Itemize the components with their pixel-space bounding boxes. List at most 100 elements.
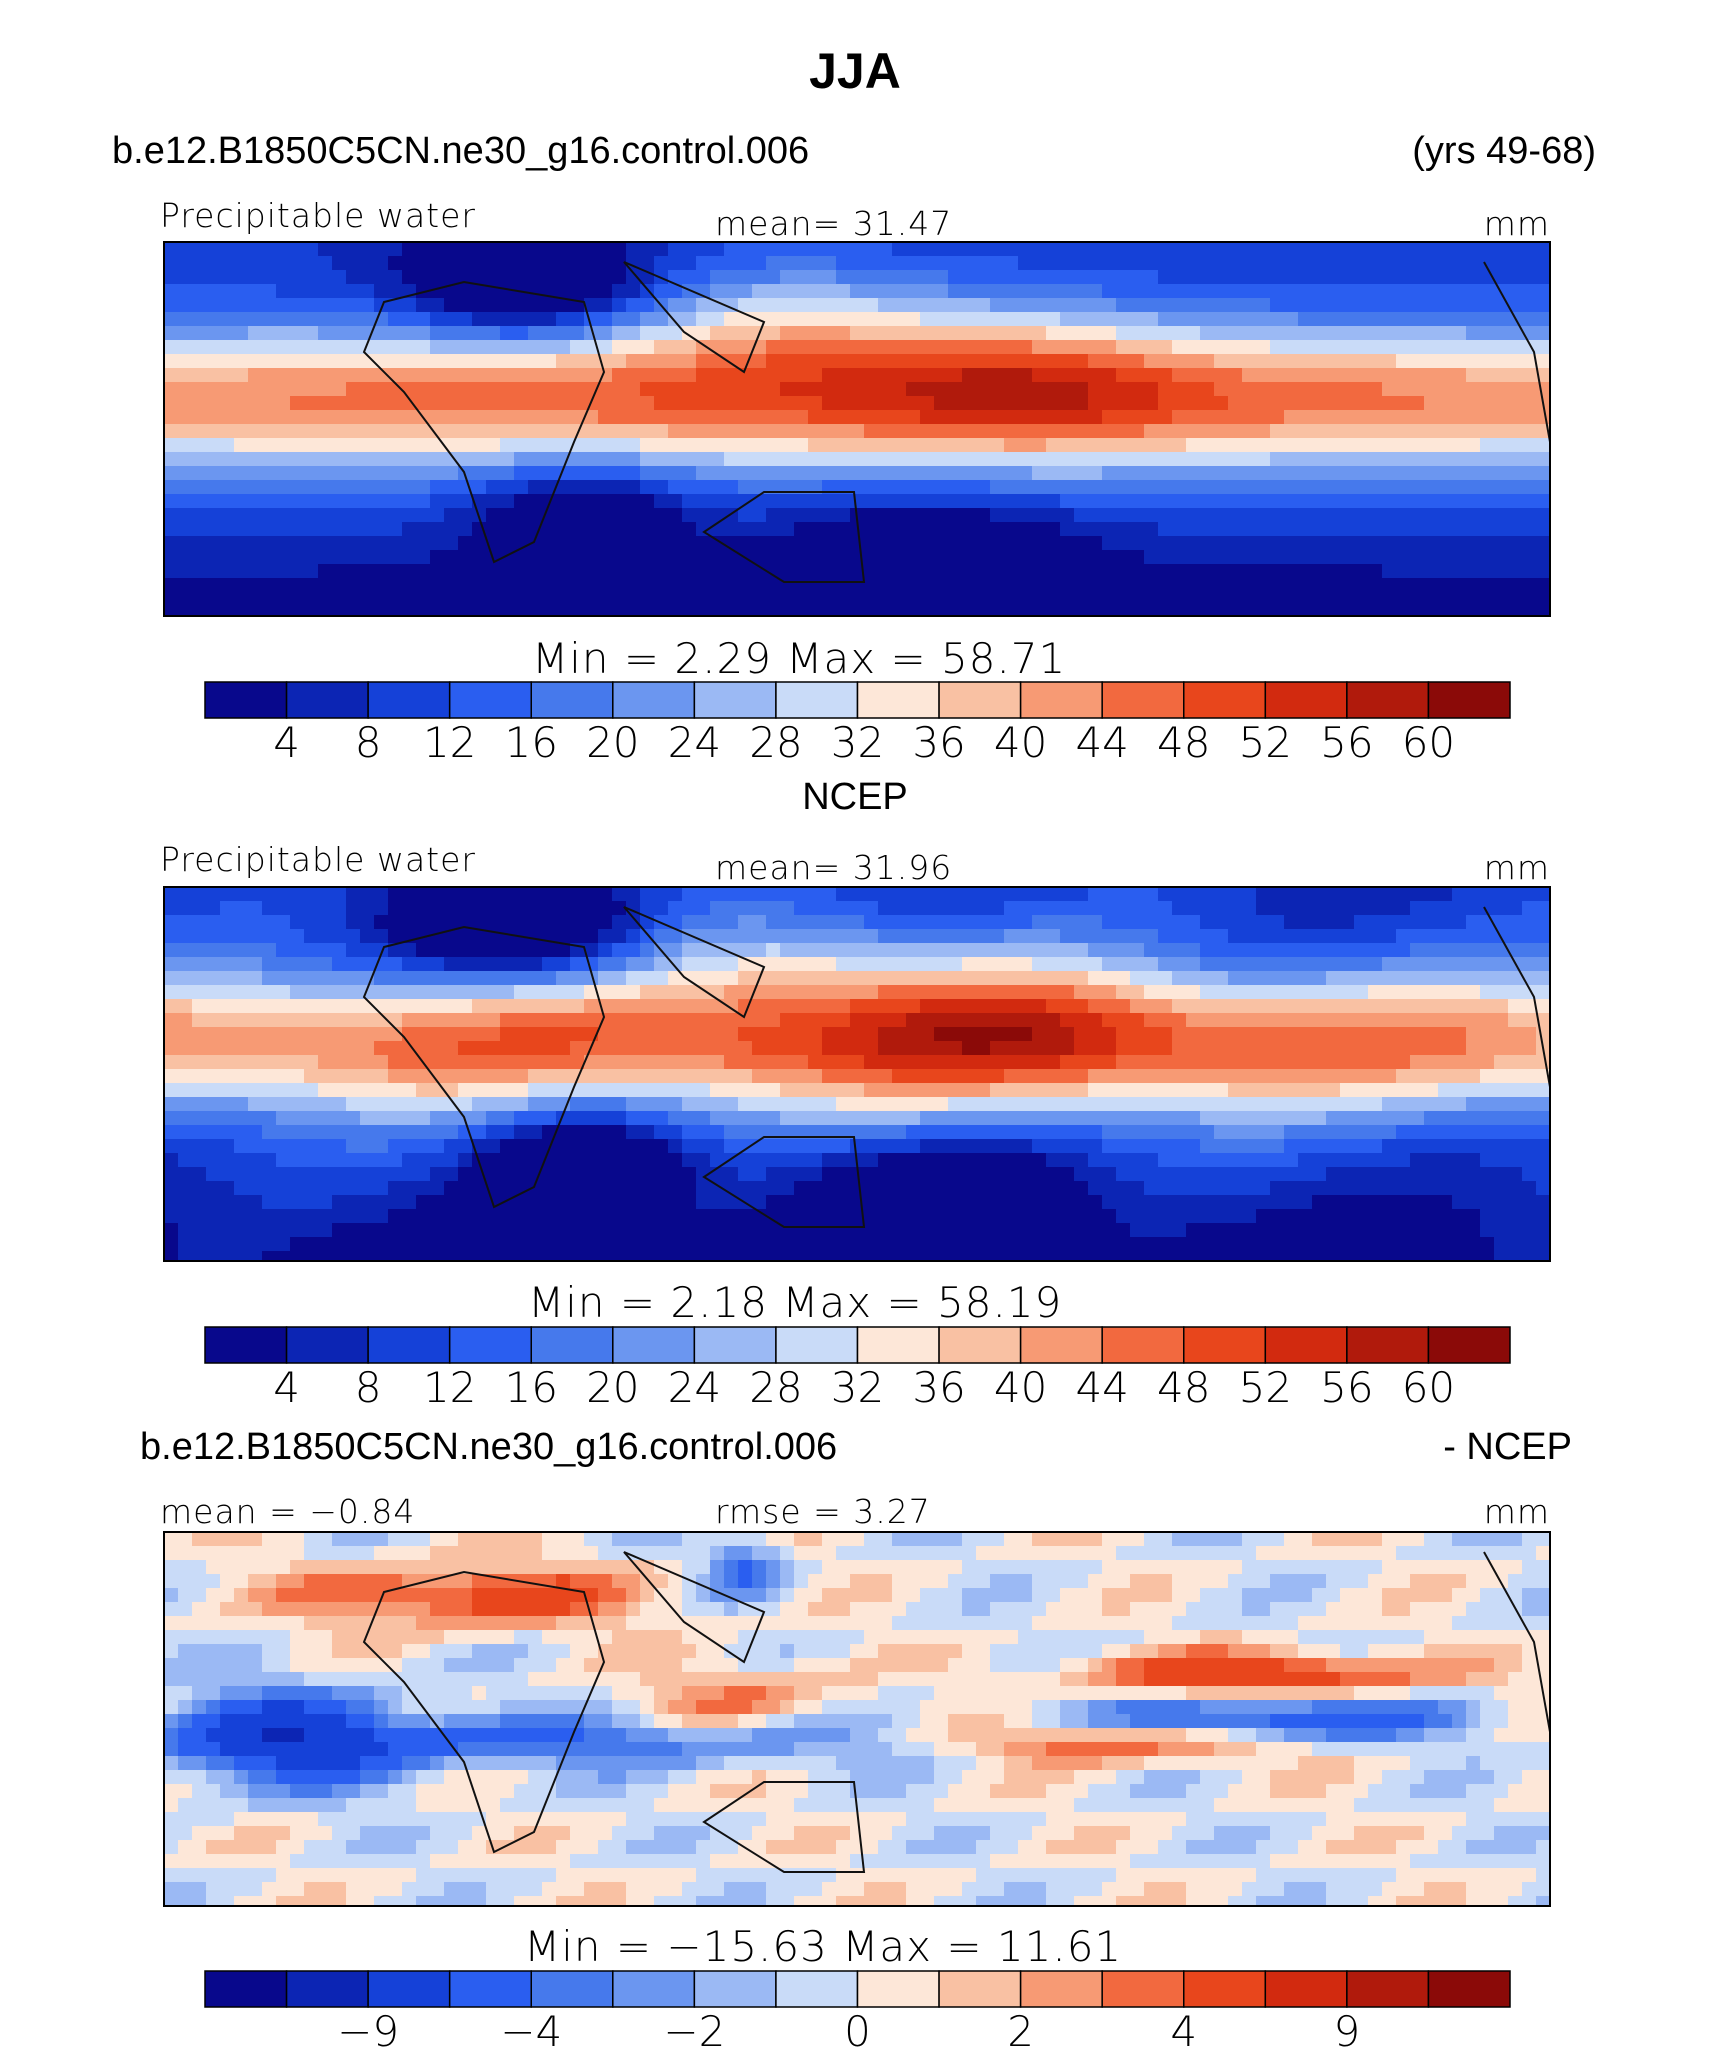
map-cell <box>430 522 445 537</box>
map-cell <box>1424 480 1439 495</box>
map-cell <box>682 592 697 607</box>
map-cell <box>654 1125 669 1140</box>
map-cell <box>738 368 753 383</box>
map-cell <box>878 270 893 285</box>
map-cell <box>1130 1069 1145 1084</box>
map-cell <box>766 466 781 481</box>
map-cell <box>234 1055 249 1070</box>
map-cell <box>262 522 277 537</box>
map-cell <box>1144 943 1159 958</box>
map-cell <box>1424 466 1439 481</box>
map-cell <box>388 284 403 299</box>
map-cell <box>1228 1125 1243 1140</box>
map-cell <box>584 284 599 299</box>
map-cell <box>1480 354 1495 369</box>
map-cell <box>318 915 333 930</box>
map-cell <box>1480 985 1495 1000</box>
map-cell <box>1060 424 1075 439</box>
map-cell <box>948 298 963 313</box>
map-cell <box>1060 1195 1075 1210</box>
map-cell <box>1438 578 1453 593</box>
map-cell <box>1172 592 1187 607</box>
map-cell <box>1102 522 1117 537</box>
map-cell <box>1382 901 1397 916</box>
map-cell <box>710 1027 725 1042</box>
map-cell <box>780 1195 795 1210</box>
map-cell <box>766 298 781 313</box>
map-cell <box>528 396 543 411</box>
map-cell <box>332 550 347 565</box>
map-cell <box>570 1195 585 1210</box>
map-cell <box>752 424 767 439</box>
map-cell <box>1158 1055 1173 1070</box>
map-cell <box>1368 298 1383 313</box>
map-cell <box>192 564 207 579</box>
map-cell <box>1298 298 1313 313</box>
map-cell <box>1410 1111 1425 1126</box>
map-cell <box>710 1125 725 1140</box>
map-cell <box>1452 522 1467 537</box>
map-cell <box>542 564 557 579</box>
map-cell <box>962 368 977 383</box>
map-cell <box>1298 592 1313 607</box>
map-cell <box>1144 242 1159 257</box>
map-cell <box>1396 1111 1411 1126</box>
map-cell <box>626 298 641 313</box>
map-cell <box>514 424 529 439</box>
map-cell <box>1032 1027 1047 1042</box>
map-cell <box>1046 1069 1061 1084</box>
map-cell <box>1074 578 1089 593</box>
map-cell <box>1340 1181 1355 1196</box>
map-cell <box>1270 985 1285 1000</box>
map-cell <box>878 999 893 1014</box>
map-cell <box>920 1055 935 1070</box>
map-cell <box>1536 494 1551 509</box>
map-cell <box>248 270 263 285</box>
map-cell <box>892 242 907 257</box>
map-cell <box>584 578 599 593</box>
map-cell <box>850 256 865 271</box>
map-cell <box>1438 424 1453 439</box>
map-cell <box>1494 1125 1509 1140</box>
map-cell <box>556 312 571 327</box>
map-cell <box>234 1209 249 1224</box>
map-cell <box>1088 999 1103 1014</box>
map-cell <box>1466 915 1481 930</box>
map-cell <box>934 536 949 551</box>
map-cell <box>1466 1041 1481 1056</box>
map-cell <box>1158 256 1173 271</box>
map-cell <box>822 466 837 481</box>
map-cell <box>906 943 921 958</box>
map-cell <box>472 396 487 411</box>
map-cell <box>1284 494 1299 509</box>
map-cell <box>1298 887 1313 902</box>
map-cell <box>528 1013 543 1028</box>
map-cell <box>542 999 557 1014</box>
map-cell <box>1438 396 1453 411</box>
map-cell <box>626 438 641 453</box>
map-cell <box>486 1097 501 1112</box>
map-cell <box>780 957 795 972</box>
map-cell <box>920 382 935 397</box>
map-cell <box>514 494 529 509</box>
map-cell <box>878 1181 893 1196</box>
map-cell <box>290 1055 305 1070</box>
map-cell <box>304 985 319 1000</box>
map-cell <box>514 1083 529 1098</box>
map-cell <box>640 298 655 313</box>
map-cell <box>822 550 837 565</box>
map-cell <box>1452 494 1467 509</box>
map-cell <box>598 1139 613 1154</box>
map-cell <box>892 578 907 593</box>
map-cell <box>1172 396 1187 411</box>
map-cell <box>486 943 501 958</box>
map-cell <box>1228 326 1243 341</box>
map-cell <box>710 438 725 453</box>
map-cell <box>318 1125 333 1140</box>
map-cell <box>1172 999 1187 1014</box>
map-cell <box>1466 410 1481 425</box>
map-cell <box>990 326 1005 341</box>
map-cell <box>1088 312 1103 327</box>
map-cell <box>318 1167 333 1182</box>
map-cell <box>192 578 207 593</box>
